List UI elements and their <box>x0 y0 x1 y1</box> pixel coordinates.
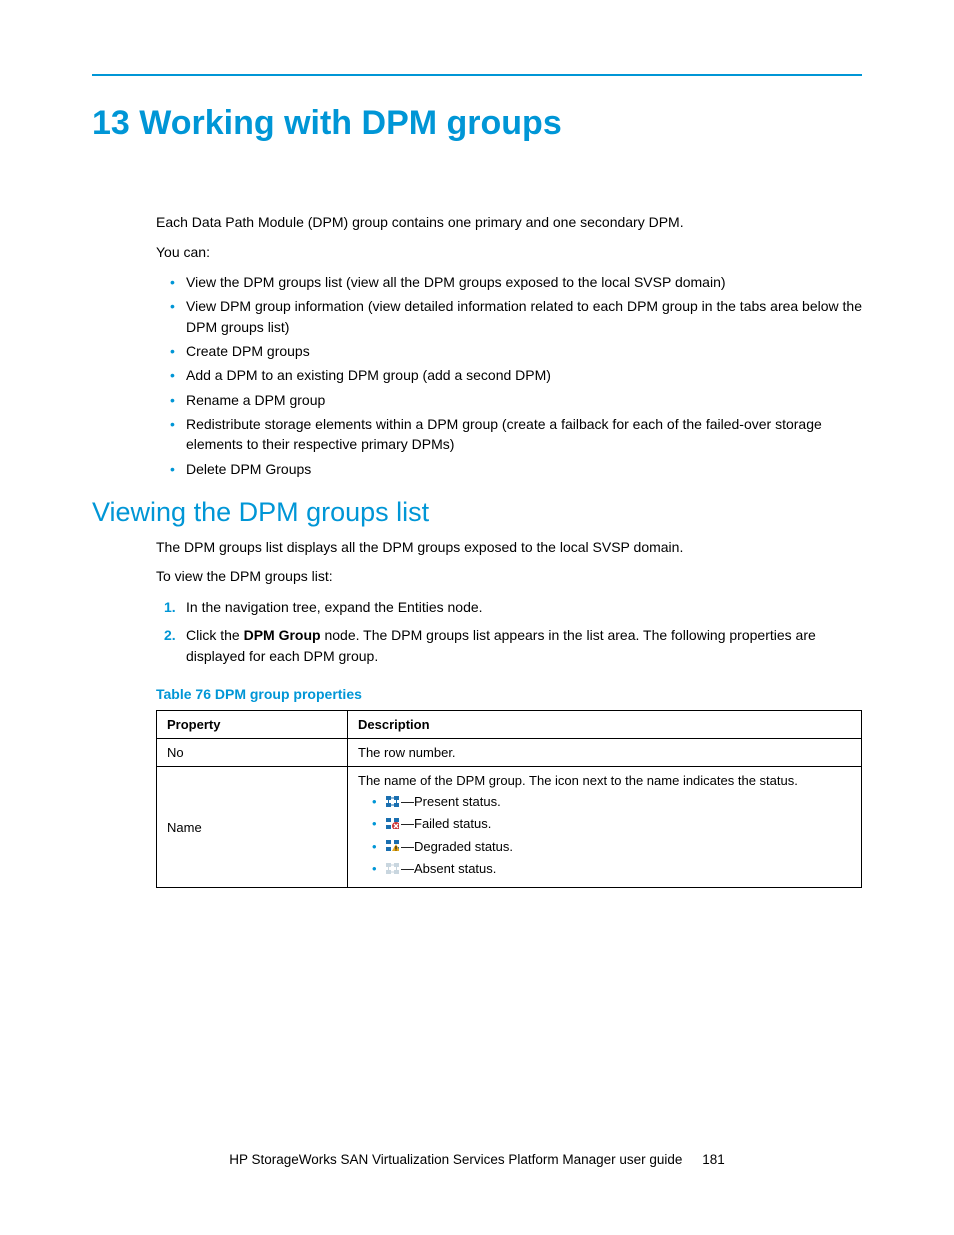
list-item: View the DPM groups list (view all the D… <box>186 272 862 292</box>
list-item: Create DPM groups <box>186 341 862 361</box>
status-label: —Present status. <box>401 794 501 809</box>
list-item: Redistribute storage elements within a D… <box>186 414 862 455</box>
list-item: View DPM group information (view detaile… <box>186 296 862 337</box>
section-paragraph: The DPM groups list displays all the DPM… <box>156 538 862 558</box>
status-label: —Degraded status. <box>401 839 513 854</box>
list-item: Rename a DPM group <box>186 390 862 410</box>
top-rule <box>92 74 862 76</box>
step-item: Click the DPM Group node. The DPM groups… <box>186 625 862 666</box>
chapter-title: 13 Working with DPM groups <box>92 104 862 143</box>
status-list: —Present status. <box>358 792 851 879</box>
page-number: 181 <box>702 1152 725 1167</box>
status-item: —Degraded status. <box>386 837 851 857</box>
table-row: No The row number. <box>157 738 862 766</box>
table-cell: The row number. <box>348 738 862 766</box>
body-content: Each Data Path Module (DPM) group contai… <box>156 213 862 479</box>
intro-paragraph: You can: <box>156 243 862 263</box>
footer-text: HP StorageWorks SAN Virtualization Servi… <box>229 1152 682 1167</box>
steps-list: In the navigation tree, expand the Entit… <box>156 597 862 666</box>
status-label: —Failed status. <box>401 816 491 831</box>
step-bold-term: DPM Group <box>244 627 321 643</box>
table-caption: Table 76 DPM group properties <box>156 686 862 702</box>
table-row: Name The name of the DPM group. The icon… <box>157 766 862 887</box>
table-cell: Name <box>157 766 348 887</box>
section-title: Viewing the DPM groups list <box>92 497 862 528</box>
degraded-status-icon <box>386 837 399 857</box>
step-item: In the navigation tree, expand the Entit… <box>186 597 862 617</box>
table-cell: The name of the DPM group. The icon next… <box>348 766 862 887</box>
capabilities-list: View the DPM groups list (view all the D… <box>156 272 862 479</box>
intro-paragraph: Each Data Path Module (DPM) group contai… <box>156 213 862 233</box>
column-header: Description <box>348 710 862 738</box>
status-item: —Absent status. <box>386 859 851 879</box>
table-cell: No <box>157 738 348 766</box>
column-header: Property <box>157 710 348 738</box>
table-header-row: Property Description <box>157 710 862 738</box>
status-item: —Failed status. <box>386 814 851 834</box>
list-item: Add a DPM to an existing DPM group (add … <box>186 365 862 385</box>
status-item: —Present status. <box>386 792 851 812</box>
failed-status-icon <box>386 815 399 835</box>
cell-intro-text: The name of the DPM group. The icon next… <box>358 773 798 788</box>
status-label: —Absent status. <box>401 861 496 876</box>
absent-status-icon <box>386 860 399 880</box>
page-footer: HP StorageWorks SAN Virtualization Servi… <box>0 1152 954 1167</box>
section-body: The DPM groups list displays all the DPM… <box>156 538 862 888</box>
step-text: Click the <box>186 627 244 643</box>
list-item: Delete DPM Groups <box>186 459 862 479</box>
section-paragraph: To view the DPM groups list: <box>156 567 862 587</box>
document-page: 13 Working with DPM groups Each Data Pat… <box>0 0 954 1235</box>
present-status-icon <box>386 793 399 813</box>
properties-table: Property Description No The row number. … <box>156 710 862 888</box>
